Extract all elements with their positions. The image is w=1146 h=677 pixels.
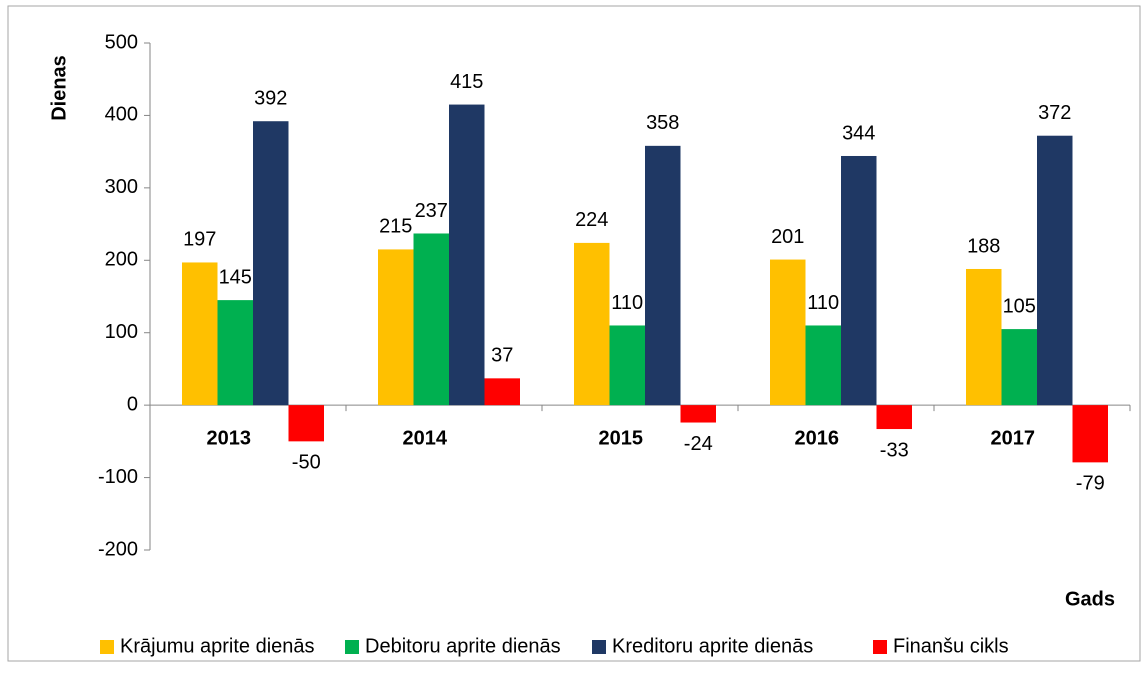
data-label: 188 [967, 235, 1000, 257]
bar [253, 121, 289, 406]
legend-swatch [345, 640, 359, 654]
bar [680, 405, 716, 423]
bar [182, 262, 218, 406]
x-tick-label: 2015 [599, 427, 644, 449]
bar [1001, 329, 1037, 406]
bar [966, 268, 1002, 406]
y-tick-label: 400 [105, 104, 138, 126]
bar [609, 325, 645, 406]
legend-label: Debitoru aprite dienās [365, 635, 561, 657]
bar [484, 378, 520, 406]
x-tick-label: 2014 [403, 427, 448, 449]
data-label: 145 [219, 266, 252, 288]
bar [413, 233, 449, 406]
x-tick-label: 2013 [207, 427, 252, 449]
data-label: -33 [880, 439, 909, 461]
bar [449, 104, 485, 406]
x-tick-label: 2016 [795, 427, 840, 449]
y-tick-label: -200 [98, 538, 138, 560]
x-axis-label: Gads [1065, 588, 1115, 610]
legend-label: Krājumu aprite dienās [120, 635, 315, 657]
data-label: 37 [491, 345, 513, 367]
bar [574, 242, 610, 406]
data-label: 201 [771, 226, 804, 248]
legend-label: Finanšu cikls [893, 635, 1009, 657]
data-label: 110 [807, 292, 839, 314]
y-tick-label: 500 [105, 31, 138, 53]
legend-swatch [873, 640, 887, 654]
bar [876, 405, 912, 430]
bar [217, 300, 253, 406]
bar [288, 405, 324, 442]
bar [645, 145, 681, 406]
data-label: 197 [183, 229, 216, 251]
bar [770, 259, 806, 406]
data-label: -50 [292, 452, 321, 474]
bar [378, 249, 414, 406]
legend-swatch [100, 640, 114, 654]
legend-label: Kreditoru aprite dienās [612, 635, 813, 657]
x-tick-label: 2017 [991, 427, 1036, 449]
data-label: 215 [379, 216, 412, 238]
bar [841, 155, 877, 406]
data-label: 344 [842, 122, 875, 144]
y-tick-label: 0 [127, 393, 138, 415]
bar [805, 325, 841, 406]
data-label: -24 [684, 433, 713, 455]
data-label: 392 [254, 88, 287, 110]
data-label: 372 [1038, 102, 1071, 124]
data-label: -79 [1076, 473, 1105, 495]
chart-frame [7, 5, 1141, 662]
y-tick-label: 200 [105, 249, 138, 271]
data-label: 105 [1003, 295, 1036, 317]
data-label: 358 [646, 112, 679, 134]
data-label: 224 [575, 209, 608, 231]
legend-swatch [592, 640, 606, 654]
bar [1072, 405, 1108, 463]
bar [1037, 135, 1073, 406]
data-label: 110 [611, 292, 643, 314]
y-tick-label: 300 [105, 176, 138, 198]
y-tick-label: -100 [98, 466, 138, 488]
y-tick-label: 100 [105, 321, 138, 343]
y-axis-label: Dienas [48, 55, 70, 121]
data-label: 237 [415, 200, 448, 222]
data-label: 415 [450, 71, 483, 93]
